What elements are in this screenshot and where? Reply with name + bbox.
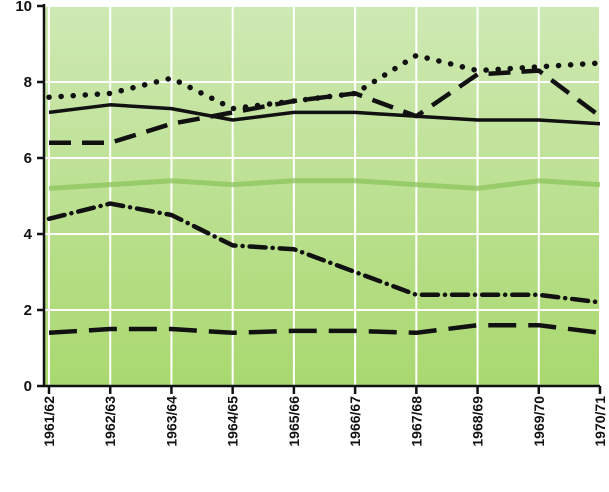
series-group	[46, 52, 603, 336]
series-line-dashed	[49, 68, 602, 146]
x-tick-label: 1963/64	[163, 396, 179, 447]
x-tick-label: 1970/71	[592, 396, 608, 447]
y-tick-label: 6	[24, 150, 32, 167]
series-line-dash-dot	[46, 201, 603, 305]
series-line-solid	[48, 103, 601, 126]
y-tick-label: 10	[15, 0, 32, 15]
series-line-dotted	[46, 52, 603, 112]
axes	[37, 4, 602, 394]
y-tick-label: 4	[24, 226, 33, 243]
grid	[44, 5, 601, 387]
x-tick-label: 1962/63	[102, 396, 118, 447]
series-line-faint	[48, 178, 601, 191]
series-line-long-dash	[48, 322, 601, 336]
x-tick-label: 1967/68	[408, 396, 424, 447]
y-tick-label: 2	[24, 302, 32, 319]
y-tick-label: 8	[24, 74, 32, 91]
x-tick-label: 1968/69	[470, 396, 486, 447]
x-tick-label: 1961/62	[41, 396, 57, 447]
plot-area	[44, 6, 600, 386]
y-tick-label: 0	[24, 378, 32, 395]
x-tick-label: 1969/70	[531, 396, 547, 447]
x-tick-label: 1966/67	[347, 396, 363, 447]
x-tick-label: 1965/66	[286, 396, 302, 447]
x-tick-label: 1964/65	[225, 396, 241, 447]
tick-labels: 0 2 4 6 8 10 1961/62 1962/63 1963/64 1964/65 1965/…	[15, 0, 608, 447]
